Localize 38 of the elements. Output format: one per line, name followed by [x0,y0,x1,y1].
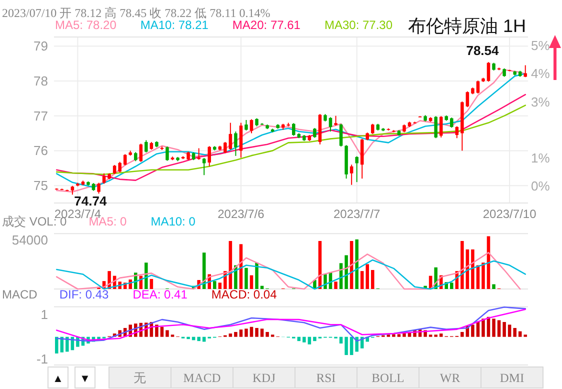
text: 无 [134,371,146,385]
text: MA10: 0 [150,214,196,229]
y-tick-label: 76 [34,143,48,158]
text: MA10: 78.21 [140,18,209,32]
y2-tick-label: 5% [531,38,550,54]
y2-tick-label: 4% [531,66,550,82]
y-tick-label: 78 [34,73,48,88]
chart-title: 布伦特原油 1H [408,16,526,36]
x-tick-label: 2023/7/7 [333,207,381,221]
text: MA5: 78.20 [55,18,117,32]
text: DMI [500,371,524,385]
annotation: 74.74 [74,194,108,209]
y-tick-label: 77 [34,108,48,124]
text: ▼ [80,373,90,385]
y2-tick-label: 0% [531,178,550,194]
text: KDJ [252,371,276,385]
text: BOLL [372,371,404,385]
y2-tick-label: 1% [531,150,550,166]
x-tick-label: 2023/7/10 [482,207,537,221]
y-tick-label: 79 [34,38,48,54]
y2-tick-label: 3% [531,94,550,110]
y-tick-label: 1 [40,307,48,322]
annotation: 78.54 [466,43,500,58]
text: 54000 [12,232,48,248]
y-tick-label: 75 [34,178,48,194]
text: WR [440,371,461,385]
text: MACD: 0.04 [211,288,278,302]
text: MA20: 77.61 [232,18,301,32]
text: 2023/07/10 开 78.12 高 78.45 收 78.22 低 78.11 0.14% [2,6,270,20]
text: DIF: 0.43 [59,288,110,302]
text: ▲ [52,373,64,385]
y-axis-title: MACD [2,288,38,302]
text: RSI [316,371,336,385]
y-tick-label: -1 [36,352,48,367]
series-label: DEA: 0.41 [132,288,188,302]
x-tick-label: 2023/7/6 [218,207,265,221]
text: MA30: 77.30 [324,18,393,32]
text: MACD [183,371,221,385]
